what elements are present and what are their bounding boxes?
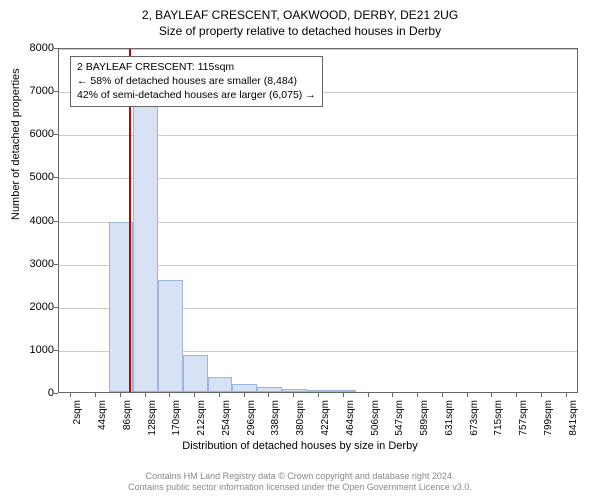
y-tick-label: 3000 — [30, 258, 54, 270]
x-tick-mark — [442, 393, 443, 397]
y-tick-label: 5000 — [30, 171, 54, 183]
footer-attribution: Contains HM Land Registry data © Crown c… — [0, 471, 600, 494]
y-tick-label: 2000 — [30, 301, 54, 313]
histogram-bar — [307, 390, 332, 392]
x-tick-mark — [145, 393, 146, 397]
histogram-bar — [232, 384, 257, 392]
x-tick-mark — [368, 393, 369, 397]
x-tick-mark — [70, 393, 71, 397]
x-tick-mark — [169, 393, 170, 397]
footer-line: Contains HM Land Registry data © Crown c… — [0, 471, 600, 483]
y-tick-label: 1000 — [30, 344, 54, 356]
y-tick-mark — [54, 134, 58, 135]
gridline — [59, 49, 577, 50]
y-tick-mark — [54, 393, 58, 394]
x-tick-mark — [417, 393, 418, 397]
annotation-box: 2 BAYLEAF CRESCENT: 115sqm ← 58% of deta… — [70, 56, 323, 107]
y-tick-label: 6000 — [30, 128, 54, 140]
x-tick-mark — [343, 393, 344, 397]
y-tick-mark — [54, 221, 58, 222]
y-tick-mark — [54, 350, 58, 351]
histogram-bar — [183, 355, 208, 392]
footer-line: Contains public sector information licen… — [0, 482, 600, 494]
x-tick-mark — [293, 393, 294, 397]
x-tick-mark — [318, 393, 319, 397]
annotation-line: ← 58% of detached houses are smaller (8,… — [77, 74, 316, 88]
chart-title: 2, BAYLEAF CRESCENT, OAKWOOD, DERBY, DE2… — [0, 0, 600, 22]
x-tick-mark — [194, 393, 195, 397]
histogram-bar — [331, 390, 356, 392]
y-tick-label: 7000 — [30, 85, 54, 97]
y-tick-mark — [54, 48, 58, 49]
x-tick-mark — [268, 393, 269, 397]
x-tick-mark — [541, 393, 542, 397]
histogram-bar — [282, 389, 307, 392]
y-tick-label: 4000 — [30, 215, 54, 227]
annotation-line: 42% of semi-detached houses are larger (… — [77, 88, 316, 102]
histogram-bar — [158, 280, 183, 392]
chart-subtitle: Size of property relative to detached ho… — [0, 22, 600, 38]
chart-container: 2, BAYLEAF CRESCENT, OAKWOOD, DERBY, DE2… — [0, 0, 600, 500]
y-tick-label: 8000 — [30, 42, 54, 54]
histogram-bar — [133, 103, 158, 392]
x-tick-mark — [491, 393, 492, 397]
x-tick-mark — [392, 393, 393, 397]
x-tick-mark — [566, 393, 567, 397]
x-tick-mark — [219, 393, 220, 397]
x-tick-mark — [120, 393, 121, 397]
x-tick-mark — [244, 393, 245, 397]
y-tick-mark — [54, 91, 58, 92]
annotation-line: 2 BAYLEAF CRESCENT: 115sqm — [77, 60, 316, 74]
histogram-bar — [208, 377, 233, 392]
x-tick-mark — [467, 393, 468, 397]
x-axis-label: Distribution of detached houses by size … — [0, 440, 600, 452]
x-tick-mark — [95, 393, 96, 397]
y-tick-mark — [54, 307, 58, 308]
y-tick-mark — [54, 177, 58, 178]
y-axis-label: Number of detached properties — [10, 68, 22, 220]
histogram-bar — [257, 387, 282, 392]
y-tick-mark — [54, 264, 58, 265]
x-tick-mark — [516, 393, 517, 397]
